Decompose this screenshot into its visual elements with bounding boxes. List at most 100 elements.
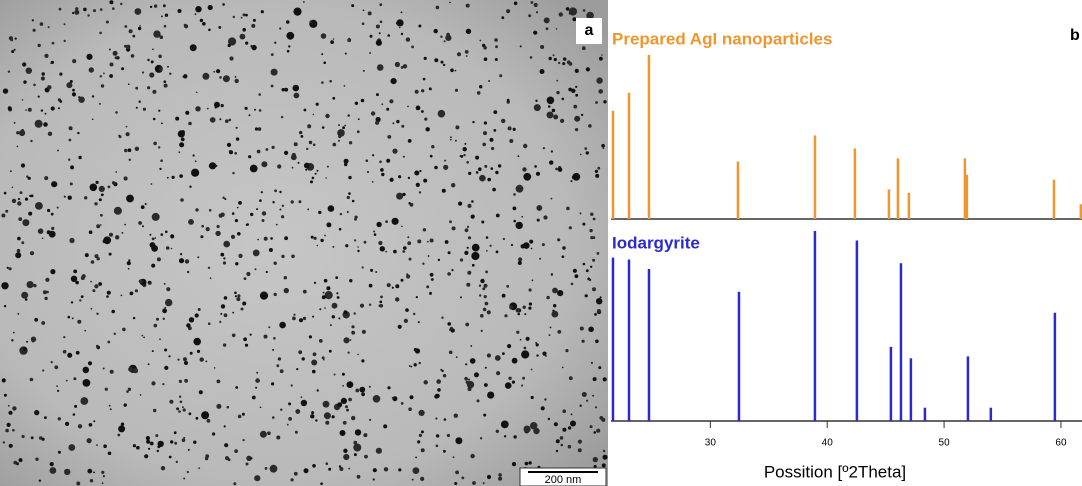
particle (582, 9, 586, 12)
particle (254, 127, 259, 131)
particle (261, 211, 267, 216)
particle (594, 313, 597, 316)
particle (198, 467, 201, 469)
particle (51, 226, 55, 230)
particle (250, 44, 253, 48)
particle (596, 298, 603, 305)
particle (17, 197, 21, 201)
particle (90, 280, 92, 283)
particle (367, 171, 369, 173)
particle (177, 9, 182, 13)
particle (112, 50, 118, 56)
particle (495, 45, 498, 49)
particle (44, 296, 48, 301)
particle (327, 205, 335, 212)
particle (568, 376, 573, 381)
particle (44, 416, 47, 419)
particle (51, 41, 55, 45)
particle (512, 127, 516, 131)
particle (348, 192, 351, 195)
particle (302, 316, 307, 321)
particle (198, 390, 203, 395)
particle (471, 251, 480, 261)
particle (479, 174, 486, 182)
particle (57, 450, 61, 454)
particle (178, 151, 181, 154)
particle (376, 221, 382, 228)
particle (41, 237, 44, 240)
particle (579, 404, 582, 407)
particle (279, 190, 282, 194)
particle (188, 412, 192, 416)
particle (228, 150, 231, 152)
particle (258, 109, 262, 112)
particle (11, 339, 14, 342)
particle (254, 108, 256, 111)
particle (176, 407, 180, 411)
particle (91, 118, 94, 121)
particle (120, 2, 123, 6)
particle (602, 454, 608, 460)
particle (482, 482, 485, 485)
particle (550, 273, 554, 276)
particle (184, 259, 190, 264)
particle (393, 249, 397, 254)
particle (234, 449, 239, 453)
particle (579, 326, 584, 331)
particle (223, 257, 226, 260)
particle (592, 258, 596, 262)
particle (58, 7, 62, 11)
particle (184, 361, 188, 365)
particle (100, 213, 103, 217)
particle (93, 9, 96, 13)
particle (160, 233, 164, 236)
particle (214, 106, 217, 109)
particle (3, 191, 7, 195)
particle (363, 433, 368, 438)
particle (184, 378, 189, 383)
particle (312, 352, 317, 357)
particle (543, 215, 548, 220)
particle (562, 427, 567, 432)
particle (273, 261, 277, 265)
particle (162, 383, 165, 386)
particle (443, 418, 447, 421)
particle (192, 154, 195, 157)
particle (529, 56, 533, 59)
particle (556, 79, 559, 82)
particle (165, 230, 168, 234)
particle (293, 313, 296, 316)
particle (37, 95, 40, 98)
particle (338, 139, 340, 142)
particle (434, 165, 438, 170)
particle (59, 72, 63, 76)
particle (94, 284, 99, 289)
particle (188, 219, 194, 225)
particle (475, 155, 480, 160)
particle (531, 279, 534, 282)
particle (240, 16, 243, 19)
particle (207, 322, 211, 326)
particle (29, 194, 32, 198)
particle (103, 444, 107, 449)
particle (391, 286, 394, 289)
particle (449, 1, 451, 4)
particle (534, 165, 537, 168)
particle (321, 53, 324, 56)
particle (479, 437, 483, 440)
particle (447, 251, 451, 255)
particle (2, 441, 6, 444)
particle (357, 249, 360, 253)
particle (312, 315, 315, 318)
particle (169, 399, 174, 404)
particle (219, 320, 222, 323)
particle (178, 410, 181, 413)
particle (187, 270, 190, 274)
particle (201, 411, 210, 420)
particle (134, 146, 140, 151)
particle (601, 54, 603, 56)
particle (479, 294, 482, 297)
particle (353, 440, 358, 445)
particle (13, 122, 16, 124)
particle (132, 444, 136, 448)
